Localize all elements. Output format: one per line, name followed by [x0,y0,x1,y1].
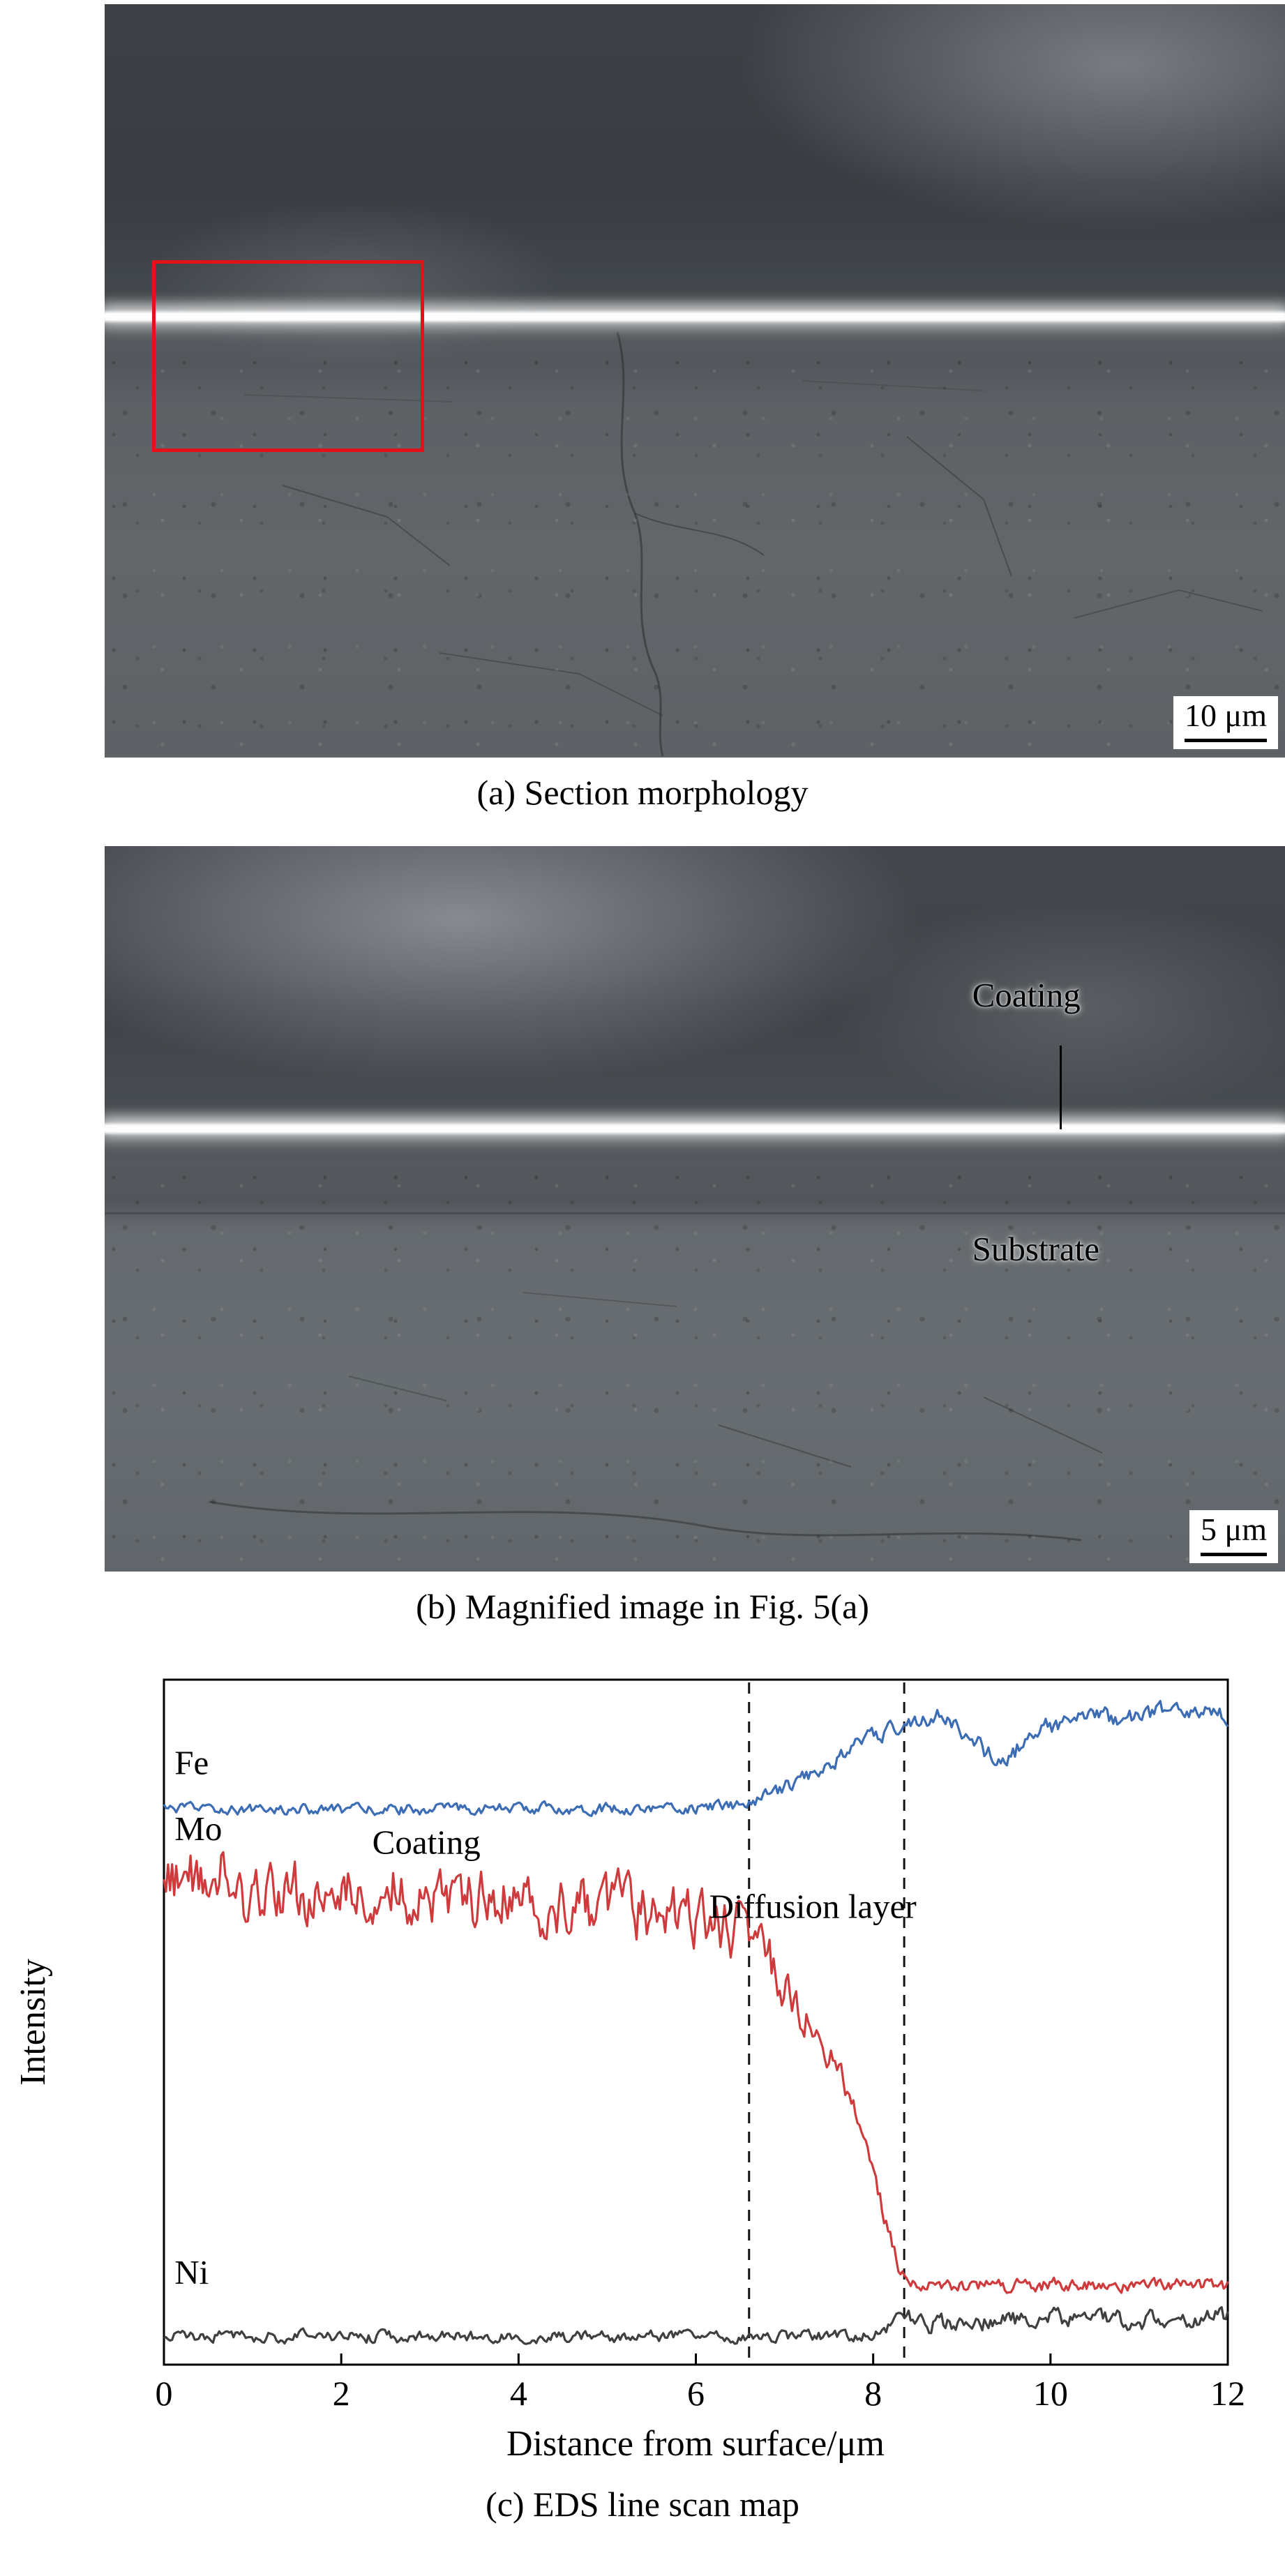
scale-bar-label: 5 μm [1201,1512,1267,1548]
panel-b: Coating Substrate 5 μm (b) Magnified ima… [0,846,1285,1629]
scale-bar: 5 μm [1189,1510,1278,1563]
x-axis-label: Distance from surface/μm [506,2424,885,2464]
plot-frame [163,1678,1229,2366]
eds-line-scan-chart: Distance from surface/μm Intensity 0 2 4 6 8… [13,1678,1245,2464]
magnified-region-marker [151,260,425,452]
series-line-mo [163,1851,1229,2294]
scale-bar-line [1201,1553,1267,1556]
x-tick-label: 0 [156,2374,173,2413]
x-tick-label: 10 [1033,2374,1068,2413]
substrate-cracks [243,331,1263,757]
sem-image-b: Coating Substrate 5 μm [105,846,1285,1572]
series-line-fe [163,1700,1229,1817]
coating-pointer-line [1059,1046,1062,1129]
caption-b: (b) Magnified image in Fig. 5(a) [416,1587,869,1626]
panel-a: 10 μm (a) Section morphology [0,4,1285,815]
x-tick-label: 12 [1210,2374,1245,2413]
chart-annotation: Ni [174,2253,209,2291]
x-tick-label: 2 [333,2374,350,2413]
chart-annotation: Fe [174,1744,209,1782]
scale-bar-line [1185,739,1267,742]
substrate-label: Substrate [972,1230,1099,1269]
series-line-ni [163,2306,1229,2345]
caption-a: (a) Section morphology [476,773,809,812]
panel-c: Distance from surface/μm Intensity 0 2 4 6 8… [0,1660,1285,2527]
caption-c: (c) EDS line scan map [486,2485,799,2524]
sem-image-a: 10 μm [105,4,1285,758]
coating-surface-highlight [105,312,1285,320]
chart-annotation: Mo [174,1809,222,1848]
coating-label: Coating [972,976,1081,1015]
scale-bar: 10 μm [1173,696,1278,749]
coating-substrate-boundary [105,1212,1285,1215]
coating-surface-highlight [105,1125,1285,1133]
chart-annotation: Coating [373,1823,481,1861]
x-tick-label: 8 [864,2374,882,2413]
scale-bar-label: 10 μm [1185,698,1267,734]
y-axis-label: Intensity [13,1959,53,2086]
x-tick-label: 4 [510,2374,527,2413]
chart-annotation: Diffusion layer [709,1888,917,1926]
x-tick-label: 6 [687,2374,705,2413]
substrate-cracks [209,1292,1103,1542]
